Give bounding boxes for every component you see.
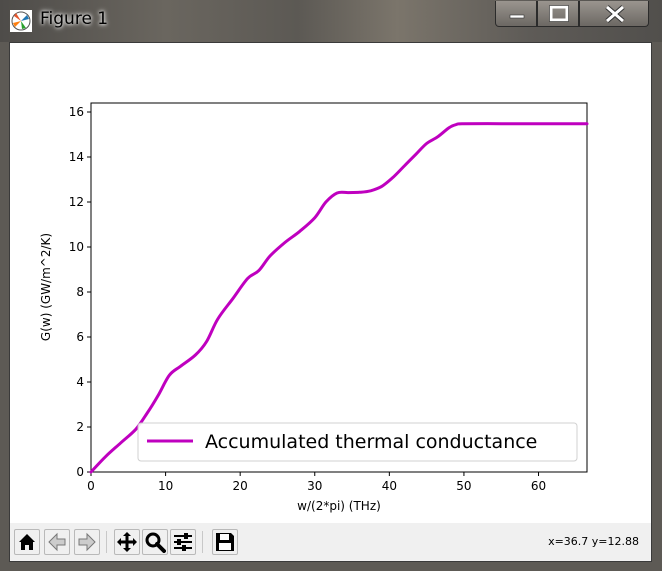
- pan-button[interactable]: [114, 529, 140, 555]
- y-tick-label: 12: [69, 195, 84, 209]
- plot-canvas[interactable]: 0 10 20 30 40 50 60 0 2 4 6 8 10 12 14 16 w/(2*pi) (TH…: [10, 43, 651, 523]
- title-bar[interactable]: Figure 1: [0, 0, 662, 42]
- y-tick-label: 0: [76, 465, 84, 479]
- toolbar-separator: [106, 531, 107, 553]
- x-axis-label: w/(2*pi) (THz): [297, 499, 381, 513]
- save-button[interactable]: [212, 529, 238, 555]
- x-tick-label: 20: [233, 479, 248, 493]
- y-tick-label: 8: [76, 285, 84, 299]
- cursor-coordinates: x=36.7 y=12.88: [548, 535, 639, 548]
- x-axis-ticks: 0 10 20 30 40 50 60: [87, 472, 546, 493]
- forward-button[interactable]: [74, 529, 100, 555]
- figure-canvas-area: 0 10 20 30 40 50 60 0 2 4 6 8 10 12 14 16 w/(2*pi) (TH…: [9, 42, 652, 562]
- y-axis-ticks: 0 2 4 6 8 10 12 14 16: [69, 105, 91, 479]
- back-button[interactable]: [44, 529, 70, 555]
- close-icon: [605, 5, 625, 23]
- x-tick-label: 40: [382, 479, 397, 493]
- floppy-icon: [216, 533, 234, 551]
- magnifier-icon: [145, 532, 166, 553]
- navigation-toolbar: x=36.7 y=12.88: [10, 523, 651, 561]
- x-tick-label: 50: [456, 479, 471, 493]
- y-tick-label: 10: [69, 240, 84, 254]
- configure-subplots-button[interactable]: [170, 529, 196, 555]
- sliders-icon: [174, 533, 192, 551]
- x-tick-label: 30: [307, 479, 322, 493]
- y-tick-label: 2: [76, 420, 84, 434]
- y-tick-label: 4: [76, 375, 84, 389]
- zoom-button[interactable]: [142, 529, 168, 555]
- x-tick-label: 10: [158, 479, 173, 493]
- x-tick-label: 0: [87, 479, 95, 493]
- series-line-accumulated-thermal-conductance: [89, 122, 589, 474]
- minimize-icon: [509, 14, 525, 19]
- move-icon: [117, 532, 137, 552]
- y-axis-label: G(w) (GW/m^2/K): [39, 233, 53, 341]
- close-button[interactable]: [579, 1, 649, 27]
- maximize-button[interactable]: [537, 1, 579, 27]
- arrow-left-icon: [48, 532, 66, 552]
- legend-label: Accumulated thermal conductance: [205, 431, 537, 453]
- arrow-right-icon: [78, 532, 96, 552]
- minimize-button[interactable]: [495, 1, 537, 27]
- home-button[interactable]: [14, 529, 40, 555]
- axes-frame: [90, 102, 588, 473]
- x-tick-label: 60: [531, 479, 546, 493]
- toolbar-separator: [202, 531, 203, 553]
- window-title: Figure 1: [40, 9, 109, 29]
- y-tick-label: 14: [69, 150, 84, 164]
- legend: Accumulated thermal conductance: [137, 422, 578, 462]
- legend-frame: [137, 422, 578, 462]
- y-tick-label: 6: [76, 330, 84, 344]
- y-tick-label: 16: [69, 105, 84, 119]
- home-icon: [19, 534, 35, 550]
- matplotlib-logo-icon: [10, 10, 32, 32]
- maximize-icon: [549, 5, 569, 22]
